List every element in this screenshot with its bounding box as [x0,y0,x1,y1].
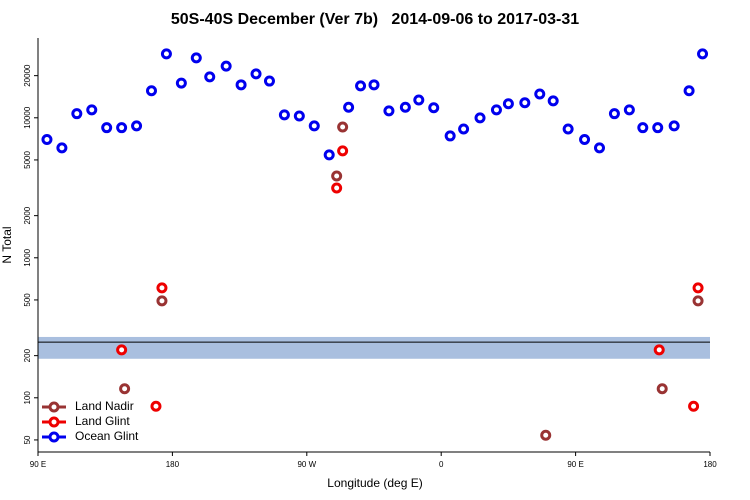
point [263,75,275,87]
legend-marker [48,431,60,443]
point [337,145,349,157]
y-tick-label: 100 [23,391,32,405]
point [579,133,591,145]
point [86,104,98,116]
y-tick-label: 200 [23,348,32,362]
point [444,130,456,142]
point [668,120,680,132]
x-axis-label: Longitude (deg E) [327,476,422,490]
point [175,77,187,89]
point [293,110,305,122]
point [519,97,531,109]
point [593,142,605,154]
band [38,336,710,359]
point [331,182,343,194]
y-tick-label: 1000 [23,248,32,266]
point [683,85,695,97]
y-tick-label: 5000 [23,150,32,168]
point [608,108,620,120]
x-tick-label: 90 E [567,460,583,469]
point [337,121,349,133]
point [652,122,664,134]
point [116,122,128,134]
point [474,112,486,124]
chart-title: 50S-40S December (Ver 7b) 2014-09-06 to … [171,11,579,28]
point [156,295,168,307]
point [540,429,552,441]
point [41,133,53,145]
point [368,79,380,91]
x-tick-label: 90 W [297,460,316,469]
x-tick-label: 180 [703,460,717,469]
legend-marker [48,416,60,428]
point [688,400,700,412]
point [131,120,143,132]
x-tick-label: 90 E [30,460,46,469]
point [637,122,649,134]
point [458,123,470,135]
point [547,95,559,107]
y-tick-label: 10000 [23,106,32,129]
point [562,123,574,135]
y-tick-label: 20000 [23,64,32,87]
point [235,79,247,91]
point [534,88,546,100]
point [343,101,355,113]
point [502,98,514,110]
point [56,142,68,154]
point [308,120,320,132]
legend-label: Land Glint [75,414,130,428]
legend-label: Land Nadir [75,399,134,413]
point [490,104,502,116]
point [413,94,425,106]
legend-label: Ocean Glint [75,429,139,443]
point [656,383,668,395]
point [331,170,343,182]
point [355,80,367,92]
point [119,383,131,395]
y-axis-label: N Total [0,226,14,263]
legend-marker [48,401,60,413]
y-tick-label: 2000 [23,206,32,224]
point [323,149,335,161]
point [156,282,168,294]
point [623,104,635,116]
point [204,71,216,83]
y-tick-label: 50 [23,435,32,444]
point [150,400,162,412]
x-tick-label: 180 [166,460,180,469]
y-tick-label: 500 [23,293,32,307]
point [116,344,128,356]
point [278,109,290,121]
point [399,101,411,113]
point [71,108,83,120]
point [692,282,704,294]
point [692,295,704,307]
point [383,105,395,117]
point [160,48,172,60]
point [697,48,709,60]
x-tick-label: 0 [439,460,444,469]
point [220,60,232,72]
point [101,122,113,134]
point [653,344,665,356]
point [190,52,202,64]
point [428,102,440,114]
point [250,68,262,80]
point [145,85,157,97]
